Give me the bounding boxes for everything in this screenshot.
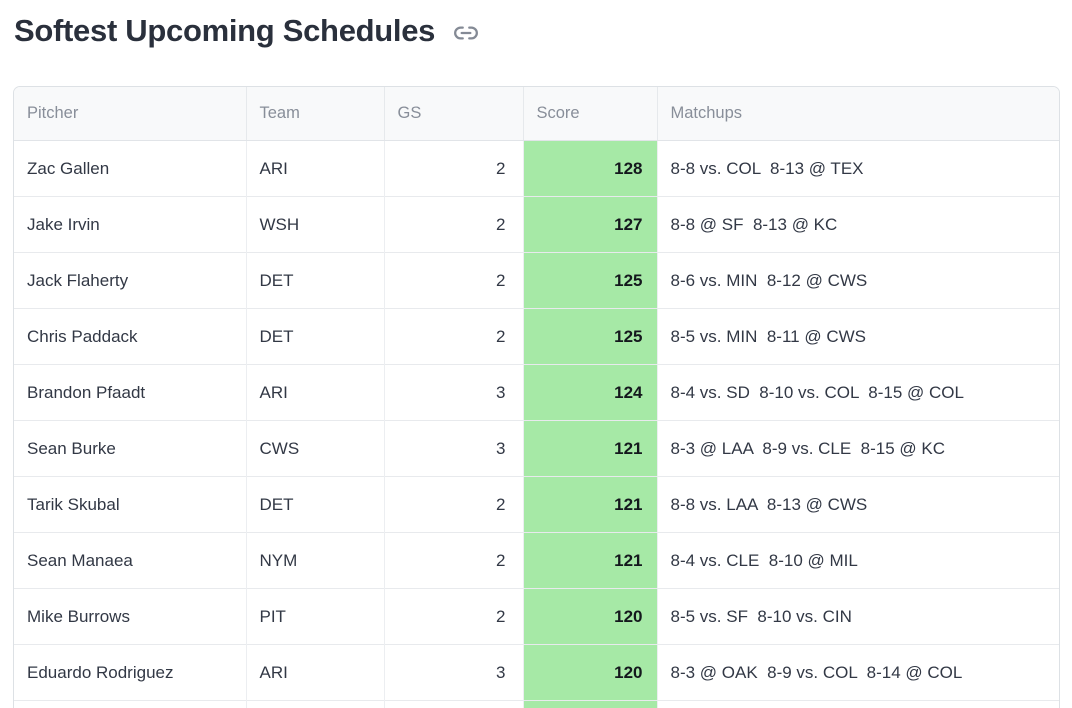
col-header-score: Score xyxy=(523,87,658,141)
pitcher-cell: Jack Flaherty xyxy=(14,252,247,309)
score-cell: 121 xyxy=(523,476,658,533)
team-cell: NYM xyxy=(246,532,385,589)
score-cell: 121 xyxy=(523,420,658,477)
pitcher-cell: Brandon Pfaadt xyxy=(14,364,247,421)
matchups-cell: 8-3 @ LAA 8-9 vs. CLE 8-15 @ KC xyxy=(657,420,1059,477)
matchups-cell: 8-8 vs. COL 8-13 @ TEX xyxy=(657,140,1059,197)
gs-cell: 2 xyxy=(384,476,524,533)
score-cell: 120 xyxy=(523,588,658,645)
score-cell: 124 xyxy=(523,364,658,421)
matchups-cell: 8-8 @ SF 8-13 @ KC xyxy=(657,196,1059,253)
matchups-cell xyxy=(657,700,1059,708)
score-cell: 128 xyxy=(523,140,658,197)
matchups-cell: 8-6 vs. MIN 8-12 @ CWS xyxy=(657,252,1059,309)
table-row: Jake Irvin WSH 2 127 8-8 @ SF 8-13 @ KC xyxy=(14,196,1059,253)
pitcher-cell: Mike Burrows xyxy=(14,588,247,645)
gs-cell: 3 xyxy=(384,644,524,701)
matchups-cell: 8-8 vs. LAA 8-13 @ CWS xyxy=(657,476,1059,533)
matchups-cell: 8-3 @ OAK 8-9 vs. COL 8-14 @ COL xyxy=(657,644,1059,701)
matchups-cell: 8-5 vs. SF 8-10 vs. CIN xyxy=(657,588,1059,645)
team-cell: PIT xyxy=(246,588,385,645)
gs-cell: 2 xyxy=(384,532,524,589)
table-row: Jack Flaherty DET 2 125 8-6 vs. MIN 8-12… xyxy=(14,252,1059,309)
score-cell: 120 xyxy=(523,644,658,701)
page-title: Softest Upcoming Schedules xyxy=(14,13,436,48)
pitcher-cell: Sean Burke xyxy=(14,420,247,477)
pitcher-cell: Sean Manaea xyxy=(14,532,247,589)
col-header-gs: GS xyxy=(384,87,524,141)
team-cell: ARI xyxy=(246,140,385,197)
table-row: Sean Burke CWS 3 121 8-3 @ LAA 8-9 vs. C… xyxy=(14,420,1059,477)
gs-cell: 2 xyxy=(384,140,524,197)
team-cell: DET xyxy=(246,308,385,365)
table-header: Pitcher Team GS Score Matchups xyxy=(14,87,1059,141)
gs-cell xyxy=(384,700,524,708)
link-icon[interactable] xyxy=(451,20,481,46)
col-header-team: Team xyxy=(246,87,385,141)
team-cell: ARI xyxy=(246,644,385,701)
team-cell: CWS xyxy=(246,420,385,477)
table-row: Tarik Skubal DET 2 121 8-8 vs. LAA 8-13 … xyxy=(14,476,1059,533)
table-row: Chris Paddack DET 2 125 8-5 vs. MIN 8-11… xyxy=(14,308,1059,365)
table-row: Eduardo Rodriguez ARI 3 120 8-3 @ OAK 8-… xyxy=(14,644,1059,701)
table-row: Sean Manaea NYM 2 121 8-4 vs. CLE 8-10 @… xyxy=(14,532,1059,589)
table-row: Zac Gallen ARI 2 128 8-8 vs. COL 8-13 @ … xyxy=(14,140,1059,197)
gs-cell: 3 xyxy=(384,364,524,421)
team-cell: DET xyxy=(246,252,385,309)
score-cell: 125 xyxy=(523,308,658,365)
table-row: Mike Burrows PIT 2 120 8-5 vs. SF 8-10 v… xyxy=(14,588,1059,645)
pitcher-cell xyxy=(14,700,247,708)
pitcher-cell: Tarik Skubal xyxy=(14,476,247,533)
gs-cell: 2 xyxy=(384,196,524,253)
matchups-cell: 8-4 vs. CLE 8-10 @ MIL xyxy=(657,532,1059,589)
schedules-table: Pitcher Team GS Score Matchups Zac Galle… xyxy=(13,86,1060,708)
col-header-matchups: Matchups xyxy=(657,87,1059,141)
score-cell: 125 xyxy=(523,252,658,309)
team-cell: WSH xyxy=(246,196,385,253)
score-cell xyxy=(523,700,658,708)
col-header-pitcher: Pitcher xyxy=(14,87,247,141)
score-cell: 121 xyxy=(523,532,658,589)
pitcher-cell: Eduardo Rodriguez xyxy=(14,644,247,701)
pitcher-cell: Zac Gallen xyxy=(14,140,247,197)
team-cell: DET xyxy=(246,476,385,533)
gs-cell: 2 xyxy=(384,252,524,309)
page-header: Softest Upcoming Schedules xyxy=(14,10,1072,52)
table-body: Zac Gallen ARI 2 128 8-8 vs. COL 8-13 @ … xyxy=(14,140,1059,708)
gs-cell: 3 xyxy=(384,420,524,477)
score-cell: 127 xyxy=(523,196,658,253)
matchups-cell: 8-4 vs. SD 8-10 vs. COL 8-15 @ COL xyxy=(657,364,1059,421)
team-cell: ARI xyxy=(246,364,385,421)
table-row: Brandon Pfaadt ARI 3 124 8-4 vs. SD 8-10… xyxy=(14,364,1059,421)
table-row xyxy=(14,700,1059,708)
pitcher-cell: Jake Irvin xyxy=(14,196,247,253)
matchups-cell: 8-5 vs. MIN 8-11 @ CWS xyxy=(657,308,1059,365)
gs-cell: 2 xyxy=(384,308,524,365)
gs-cell: 2 xyxy=(384,588,524,645)
table-header-row: Pitcher Team GS Score Matchups xyxy=(14,87,1059,141)
pitcher-cell: Chris Paddack xyxy=(14,308,247,365)
team-cell xyxy=(246,700,385,708)
